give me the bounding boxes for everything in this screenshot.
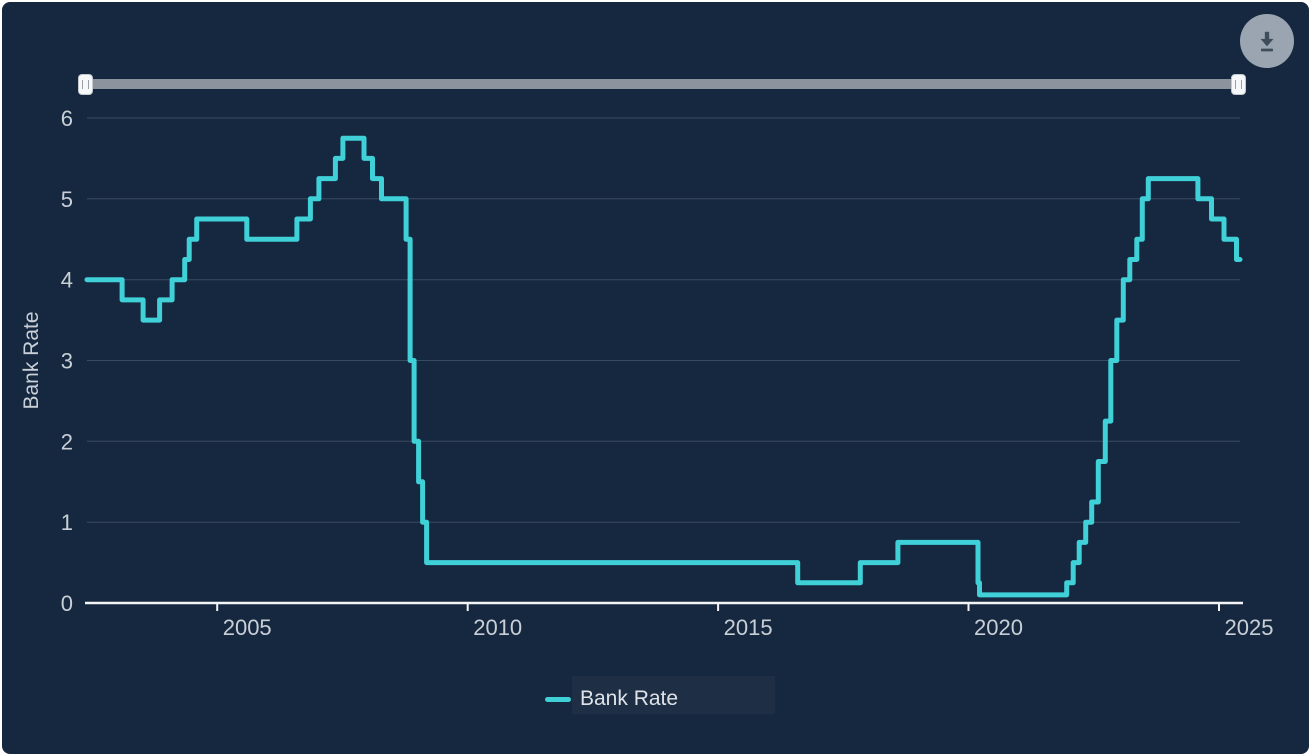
legend-item-bank-rate[interactable]: Bank Rate — [545, 686, 678, 712]
y-axis-title: Bank Rate — [20, 311, 43, 409]
legend-label: Bank Rate — [580, 687, 679, 710]
range-slider-handle-left[interactable] — [78, 74, 93, 95]
download-button[interactable] — [1240, 14, 1294, 68]
y-axis-label: 3 — [61, 349, 73, 374]
legend-swatch-icon — [545, 696, 571, 702]
x-axis-label: 2020 — [974, 615, 1023, 640]
range-slider-handle-right[interactable] — [1231, 74, 1246, 95]
grip-icon — [82, 80, 89, 89]
x-axis-label: 2010 — [473, 615, 522, 640]
range-slider-track[interactable] — [85, 79, 1245, 89]
grip-icon — [1235, 80, 1242, 89]
y-axis-label: 1 — [61, 510, 73, 535]
y-axis-label: 2 — [61, 429, 73, 454]
x-axis-label: 2015 — [724, 615, 773, 640]
y-axis-label: 6 — [61, 106, 73, 131]
y-axis-label: 5 — [61, 187, 73, 212]
x-axis-label: 2025 — [1225, 615, 1274, 640]
series-line-bank-rate — [84, 135, 1243, 598]
y-axis-label: 4 — [61, 268, 73, 293]
y-axis-label: 0 — [61, 591, 73, 616]
download-icon — [1260, 31, 1274, 52]
x-axis-label: 2005 — [223, 615, 272, 640]
